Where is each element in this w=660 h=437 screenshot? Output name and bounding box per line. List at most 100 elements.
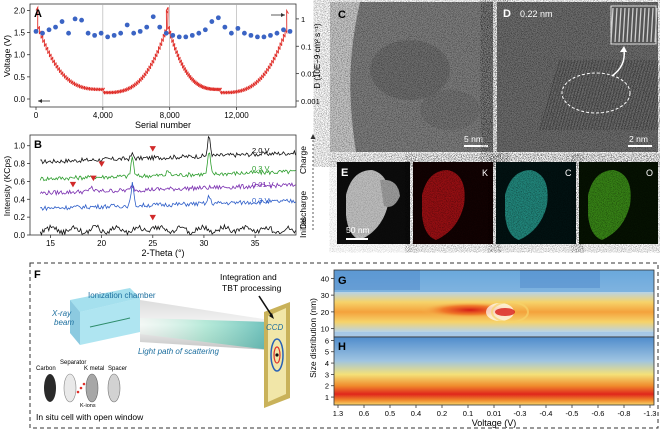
- a-diffusion-point: [183, 34, 189, 40]
- f-spacer-label: Spacer: [108, 366, 127, 372]
- a-diffusion-point: [163, 30, 169, 36]
- b-xtick-label: 15: [46, 239, 55, 248]
- panel-g-heatmap: G 40 30 20 10: [321, 269, 655, 338]
- a-diffusion-point: [150, 14, 156, 20]
- a-diffusion-point: [131, 30, 137, 36]
- panel-a-label: A: [34, 8, 42, 20]
- d-inset-fringe: [626, 7, 630, 43]
- a-diffusion-point: [209, 19, 215, 24]
- f-separator-disk: [63, 373, 77, 403]
- b-peak-marker: [98, 161, 105, 167]
- b-xtick-label: 25: [148, 239, 157, 248]
- a-diffusion-point: [111, 32, 117, 38]
- gh-xtick-label: -1.3: [644, 409, 657, 418]
- a-diffusion-point: [268, 32, 273, 38]
- a-ytick-right-label: 1: [301, 15, 305, 24]
- a-ytick-right-label: 0.01: [301, 70, 316, 79]
- a-xtick-label: 4,000: [93, 111, 114, 120]
- a-diffusion-point: [98, 30, 104, 36]
- fgh-frame: [29, 262, 659, 429]
- b-peak-marker: [90, 175, 97, 182]
- a-voltage-arrowhead: [38, 99, 42, 103]
- a-diffusion-point: [242, 30, 247, 36]
- f-separator-label: Separator: [60, 360, 86, 366]
- panel-e-eds: E 50 nm K C O: [337, 162, 658, 244]
- b-ytick-label: 0.8: [14, 160, 26, 169]
- b-curve-1: [39, 152, 296, 182]
- a-diffusion-point: [137, 28, 143, 34]
- f-carbon-disk: [44, 374, 56, 402]
- b-side-arrowhead: [310, 134, 316, 139]
- a-ytick-right-label: 0.001: [301, 97, 320, 106]
- b-peak-marker: [149, 146, 156, 152]
- h-ytick-label: 5: [325, 348, 329, 357]
- h-ytick-label: 2: [325, 382, 329, 391]
- a-diffusion-point: [189, 32, 195, 38]
- c-noise: [330, 2, 493, 152]
- f-ionization-label: Ionization chamber: [88, 291, 156, 300]
- f-kions-label: K-ions: [80, 403, 96, 409]
- f-kion-1: [79, 386, 83, 390]
- f-xray-label-1: X-ray: [51, 309, 72, 318]
- a-diffusion-arrowhead: [281, 13, 285, 17]
- a-diffusion-point: [170, 32, 176, 38]
- gh-xtick-label: 0.01: [487, 409, 502, 418]
- d-inset-fringe: [646, 7, 650, 43]
- f-kion-2: [82, 382, 86, 386]
- a-ytick-left-label: 0.0: [14, 95, 26, 104]
- a-xtick-label: 12,000: [224, 111, 249, 120]
- d-pointer-arrowhead: [620, 46, 627, 52]
- f-chamber-side: [70, 300, 80, 345]
- f-ccd-ring-outer: [270, 338, 284, 372]
- d-inset-fringe: [630, 7, 634, 43]
- g-blue-zone-1: [334, 270, 420, 290]
- b-ytick-label: 0.4: [14, 195, 26, 204]
- d-pointer-arrow: [611, 49, 625, 77]
- g-contour: [491, 301, 529, 323]
- f-processing-label-2: TBT processing: [222, 283, 282, 293]
- a-diffusion-point: [261, 34, 267, 40]
- gh-xtick-label: -0.3: [514, 409, 527, 418]
- panel-f-setup: F Ionization chamber X-ray beam Light pa…: [34, 269, 290, 422]
- b-curve-label-03v-discharge: 0.3 V: [252, 196, 270, 205]
- a-diffusion-point: [85, 30, 91, 36]
- a-diffusion-point: [287, 28, 293, 34]
- b-curve-label-2v: 2.0 V: [252, 146, 270, 155]
- a-diffusion-point: [176, 34, 182, 40]
- a-diffusion-point: [215, 15, 221, 21]
- b-ytick-label: 0.6: [14, 177, 26, 186]
- b-ylabel: Intensity (KCps): [2, 156, 12, 217]
- a-ytick-left-label: 2.0: [14, 6, 26, 15]
- a-diffusion-point: [202, 27, 208, 33]
- f-spacer-disk: [107, 373, 121, 403]
- e-scale-text: 50 nm: [346, 225, 370, 235]
- b-side-discharge: Discharge: [298, 191, 308, 230]
- a-diffusion-point: [274, 30, 280, 36]
- f-carbon-label: Carbon: [36, 366, 56, 372]
- d-inset-fringe: [654, 7, 658, 43]
- panel-d-hrtem: D 0.22 nm 2 nm: [497, 2, 660, 152]
- a-diffusion-point: [124, 22, 130, 28]
- d-inset-fringe: [614, 7, 618, 43]
- g-ytick-label: 30: [321, 291, 329, 300]
- a-ytick-right-label: 0.1: [301, 42, 311, 51]
- d-inset-fringe: [650, 7, 654, 43]
- a-diffusion-point: [46, 27, 52, 33]
- h-ytick-label: 4: [325, 359, 329, 368]
- a-ytick-left-label: 1.5: [14, 29, 26, 38]
- a-voltage-curve: [35, 5, 289, 95]
- b-curve-3: [40, 182, 296, 212]
- gh-xtick-label: -0.8: [618, 409, 631, 418]
- a-diffusion-point: [33, 28, 39, 34]
- b-xtick-label: 35: [251, 239, 260, 248]
- d-inset-fringe: [610, 7, 614, 43]
- a-diffusion-point: [248, 32, 254, 38]
- a-diffusion-point: [157, 24, 163, 30]
- d-lattice-text: 0.22 nm: [520, 9, 553, 19]
- f-ccd-center: [275, 353, 279, 357]
- g-ytick-label: 40: [321, 274, 329, 283]
- panel-h-heatmap: H 6 5 4 3 2 1: [325, 336, 655, 406]
- g-blue-zone-2: [520, 270, 600, 288]
